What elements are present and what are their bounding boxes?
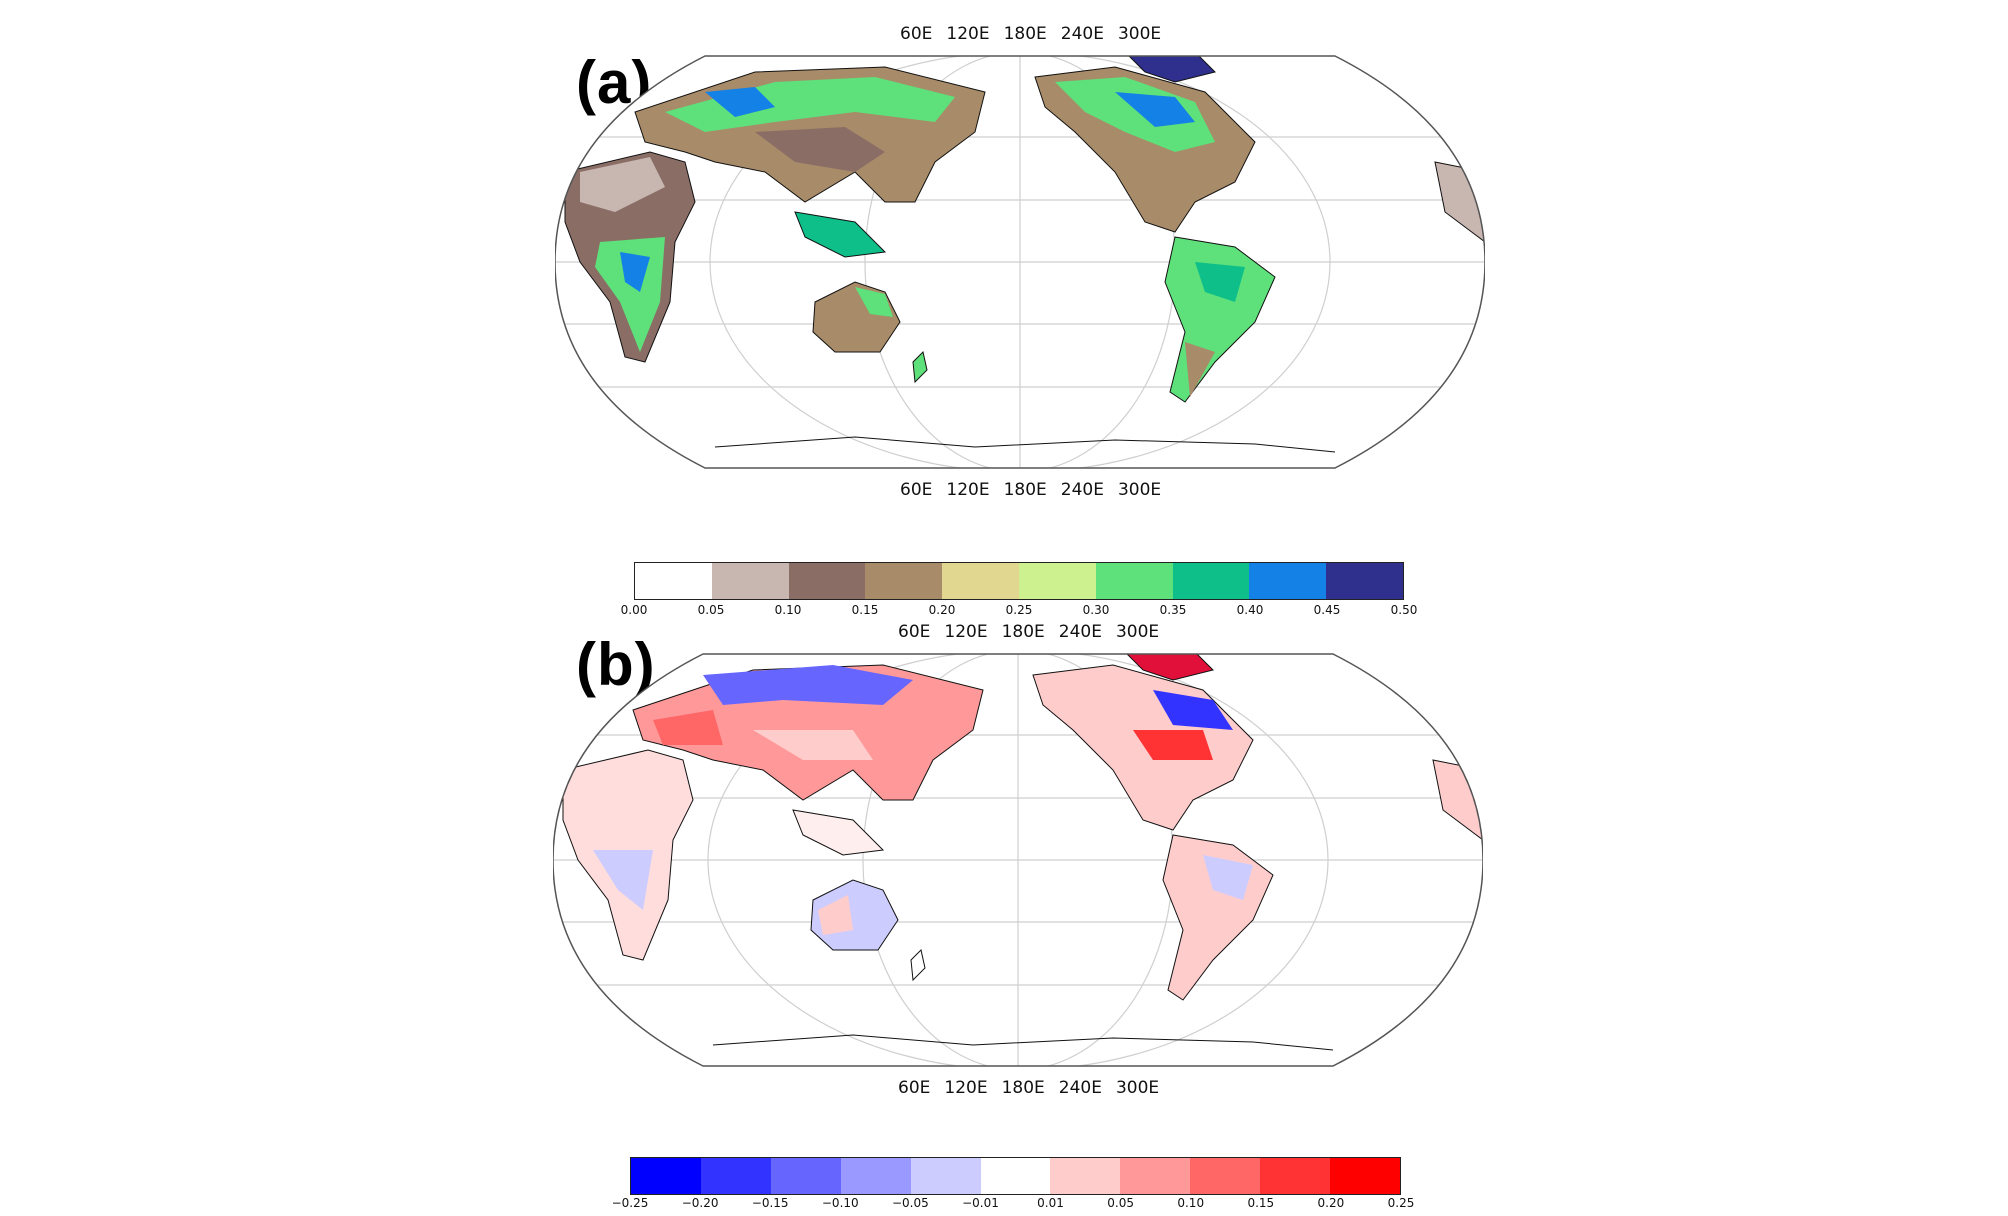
lon-label: 60E xyxy=(898,622,931,642)
colorbar-swatch xyxy=(770,1158,841,1194)
colorbar-swatch xyxy=(788,563,866,599)
colorbar-tick-label: 0.05 xyxy=(697,603,725,617)
panel-b-colorbar xyxy=(630,1157,1401,1195)
colorbar-swatch xyxy=(700,1158,771,1194)
panel-b-map xyxy=(553,650,1483,1070)
lon-label: 180E xyxy=(1003,480,1047,500)
colorbar-tick-label: 0.10 xyxy=(1177,1196,1205,1210)
colorbar-tick-label: 0.10 xyxy=(774,603,802,617)
colorbar-swatch xyxy=(865,563,943,599)
colorbar-swatch xyxy=(631,1158,701,1194)
panel-a-lon-labels-bottom: 60E 120E 180E 240E 300E xyxy=(900,480,1161,500)
colorbar-tick-label: −0.15 xyxy=(751,1196,789,1210)
colorbar-swatch xyxy=(910,1158,981,1194)
lon-label: 300E xyxy=(1115,622,1160,642)
lon-label: 180E xyxy=(1001,622,1045,642)
lon-label: 180E xyxy=(1003,24,1047,44)
panel-b-colorbar-ticks: −0.25 −0.20 −0.15 −0.10 −0.05 −0.01 0.01 0.05 0.… xyxy=(612,1196,1415,1216)
colorbar-swatch xyxy=(1172,563,1250,599)
panel-a-colorbar-ticks: 0.00 0.05 0.10 0.15 0.20 0.25 0.30 0.35 0.40 0.45… xyxy=(621,603,1418,623)
panel-b-lon-labels-top: 60E 120E 180E 240E 300E xyxy=(898,622,1159,642)
colorbar-tick-label: 0.20 xyxy=(928,603,956,617)
colorbar-swatch xyxy=(980,1158,1051,1194)
colorbar-tick-label: −0.20 xyxy=(681,1196,719,1210)
lon-label: 60E xyxy=(900,24,933,44)
colorbar-tick-label: 0.25 xyxy=(1387,1196,1415,1210)
lon-label: 60E xyxy=(898,1078,931,1098)
colorbar-tick-label: 0.15 xyxy=(1247,1196,1275,1210)
lon-label: 240E xyxy=(1058,622,1102,642)
lon-label: 300E xyxy=(1117,24,1162,44)
colorbar-swatch xyxy=(1095,563,1173,599)
colorbar-tick-label: 0.20 xyxy=(1317,1196,1345,1210)
colorbar-tick-label: 0.05 xyxy=(1107,1196,1134,1210)
panel-a-map xyxy=(555,52,1485,472)
colorbar-tick-label: 0.45 xyxy=(1313,603,1341,617)
lon-label: 120E xyxy=(944,622,988,642)
colorbar-swatch xyxy=(1120,1158,1191,1194)
colorbar-swatch xyxy=(1050,1158,1121,1194)
colorbar-swatch xyxy=(1249,563,1327,599)
colorbar-tick-label: −0.05 xyxy=(891,1196,929,1210)
lon-label: 180E xyxy=(1001,1078,1045,1098)
colorbar-swatch xyxy=(1330,1158,1400,1194)
panel-a-colorbar xyxy=(634,562,1404,600)
colorbar-swatch xyxy=(635,563,712,599)
colorbar-tick-label: 0.25 xyxy=(1005,603,1033,617)
lon-label: 300E xyxy=(1117,480,1162,500)
colorbar-tick-label: −0.25 xyxy=(611,1196,649,1210)
lon-label: 240E xyxy=(1058,1078,1102,1098)
panel-a-lon-labels-top: 60E 120E 180E 240E 300E xyxy=(900,24,1161,44)
lon-label: 240E xyxy=(1060,480,1104,500)
lon-label: 300E xyxy=(1115,1078,1160,1098)
colorbar-tick-label: 0.35 xyxy=(1159,603,1187,617)
colorbar-tick-label: 0.01 xyxy=(1037,1196,1064,1210)
colorbar-swatch xyxy=(1018,563,1096,599)
lon-label: 120E xyxy=(946,480,990,500)
lon-label: 60E xyxy=(900,480,933,500)
colorbar-swatch xyxy=(1326,563,1403,599)
lon-label: 120E xyxy=(944,1078,988,1098)
colorbar-swatch xyxy=(942,563,1019,599)
colorbar-tick-label: 0.00 xyxy=(620,603,648,617)
lon-label: 240E xyxy=(1060,24,1104,44)
colorbar-swatch xyxy=(1260,1158,1331,1194)
colorbar-swatch xyxy=(711,563,789,599)
colorbar-tick-label: −0.01 xyxy=(962,1196,999,1210)
colorbar-swatch xyxy=(840,1158,911,1194)
colorbar-tick-label: 0.30 xyxy=(1082,603,1110,617)
panel-b-label: (b) xyxy=(576,631,656,698)
colorbar-tick-label: 0.50 xyxy=(1390,603,1418,617)
colorbar-tick-label: 0.40 xyxy=(1236,603,1264,617)
colorbar-tick-label: 0.15 xyxy=(851,603,879,617)
colorbar-tick-label: −0.10 xyxy=(821,1196,859,1210)
lon-label: 120E xyxy=(946,24,990,44)
colorbar-swatch xyxy=(1190,1158,1261,1194)
panel-b-lon-labels-bottom: 60E 120E 180E 240E 300E xyxy=(898,1078,1159,1098)
